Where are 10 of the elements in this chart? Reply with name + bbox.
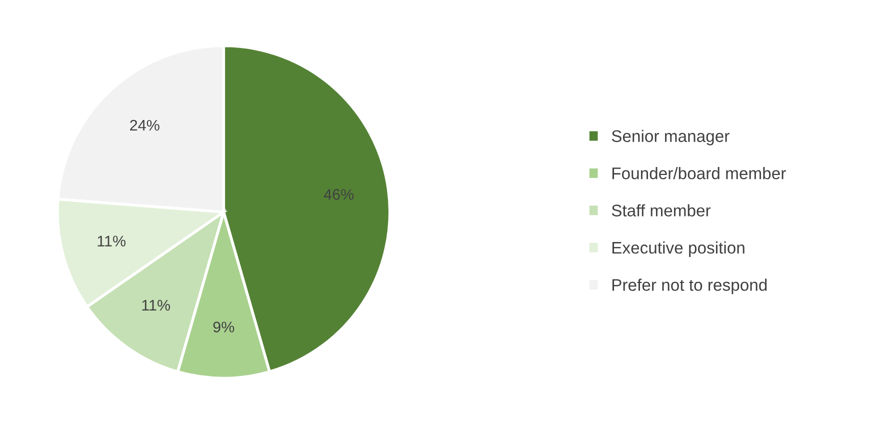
legend-label: Executive position — [612, 241, 744, 257]
legend-label: Staff member — [612, 204, 711, 216]
data-label: 11% — [98, 236, 126, 246]
data-label: 46% — [324, 189, 354, 200]
data-label: 24% — [130, 120, 160, 131]
data-label: 9% — [213, 322, 234, 332]
legend-label: Senior manager — [612, 130, 730, 146]
data-label: 11% — [142, 300, 170, 311]
legend-label: Prefer not to respond — [612, 278, 767, 294]
legend-label: Founder/board member — [612, 167, 786, 180]
